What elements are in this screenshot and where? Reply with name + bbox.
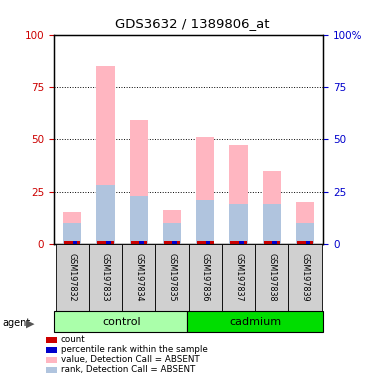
Bar xyxy=(130,120,148,244)
Text: GSM197835: GSM197835 xyxy=(167,253,176,302)
Bar xyxy=(164,241,180,244)
Bar xyxy=(63,223,81,244)
Bar xyxy=(122,244,156,311)
Bar xyxy=(97,241,114,244)
Bar xyxy=(288,244,322,311)
Text: control: control xyxy=(103,316,141,327)
Text: GSM197836: GSM197836 xyxy=(201,253,210,302)
Bar xyxy=(172,241,177,244)
Text: percentile rank within the sample: percentile rank within the sample xyxy=(61,345,208,354)
Text: GSM197839: GSM197839 xyxy=(301,253,310,302)
Bar xyxy=(187,311,323,332)
Bar xyxy=(230,241,247,244)
Text: GSM197834: GSM197834 xyxy=(134,253,143,302)
Text: count: count xyxy=(61,335,85,344)
Bar xyxy=(139,241,144,244)
Text: cadmium: cadmium xyxy=(229,316,281,327)
Text: GDS3632 / 1389806_at: GDS3632 / 1389806_at xyxy=(115,17,270,30)
Bar xyxy=(156,244,189,311)
Bar xyxy=(263,170,281,244)
Bar xyxy=(196,137,214,244)
Text: GSM197838: GSM197838 xyxy=(267,253,276,302)
Bar xyxy=(264,241,280,244)
Bar xyxy=(272,241,277,244)
Bar xyxy=(222,244,255,311)
Bar xyxy=(255,244,288,311)
Bar xyxy=(163,210,181,244)
Text: GSM197833: GSM197833 xyxy=(101,253,110,302)
Bar xyxy=(196,200,214,244)
Text: value, Detection Call = ABSENT: value, Detection Call = ABSENT xyxy=(61,355,199,364)
Text: ▶: ▶ xyxy=(26,318,35,328)
Bar xyxy=(96,185,115,244)
Text: agent: agent xyxy=(2,318,30,328)
Bar xyxy=(64,241,80,244)
Bar xyxy=(73,241,77,244)
Bar xyxy=(239,241,244,244)
Bar xyxy=(55,244,89,311)
Bar xyxy=(296,202,314,244)
Text: rank, Detection Call = ABSENT: rank, Detection Call = ABSENT xyxy=(61,365,195,374)
Text: GSM197832: GSM197832 xyxy=(68,253,77,302)
Bar xyxy=(296,223,314,244)
Bar xyxy=(131,241,147,244)
Bar xyxy=(189,244,222,311)
Bar xyxy=(306,241,310,244)
Bar xyxy=(197,241,214,244)
Bar xyxy=(206,241,210,244)
Bar xyxy=(263,204,281,244)
Bar xyxy=(297,241,313,244)
Bar xyxy=(96,66,115,244)
Bar xyxy=(163,223,181,244)
Bar xyxy=(106,241,110,244)
Bar xyxy=(130,196,148,244)
Text: GSM197837: GSM197837 xyxy=(234,253,243,302)
Bar xyxy=(54,311,187,332)
Bar xyxy=(229,204,248,244)
Bar xyxy=(229,146,248,244)
Bar xyxy=(89,244,122,311)
Bar xyxy=(63,212,81,244)
